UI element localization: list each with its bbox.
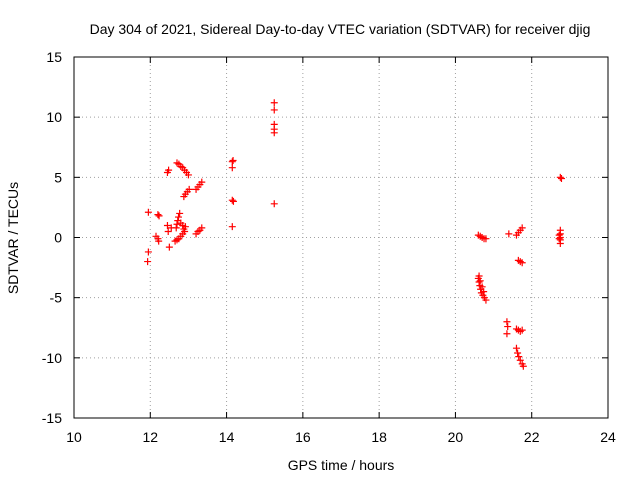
data-point xyxy=(198,178,206,186)
data-point xyxy=(482,235,490,243)
data-point xyxy=(228,223,236,231)
data-point xyxy=(556,240,564,248)
data-point xyxy=(504,323,512,331)
data-point xyxy=(164,227,172,235)
data-point xyxy=(516,356,524,364)
data-point xyxy=(475,278,483,286)
data-point xyxy=(555,231,563,239)
data-point xyxy=(155,212,163,220)
data-point xyxy=(229,156,237,164)
y-tick-label: 0 xyxy=(54,230,62,246)
x-tick-labels: 10 12 14 16 18 20 22 24 xyxy=(66,429,616,445)
data-point xyxy=(165,243,173,251)
data-point xyxy=(482,296,490,304)
axis-ticks xyxy=(73,56,609,419)
data-point xyxy=(228,196,236,204)
y-tick-label: -5 xyxy=(50,290,63,306)
data-point xyxy=(165,166,173,174)
y-tick-label: 5 xyxy=(54,169,62,185)
data-point xyxy=(515,353,523,361)
y-tick-label: 10 xyxy=(46,109,62,125)
x-tick-label: 24 xyxy=(600,429,616,445)
grid-lines xyxy=(74,57,608,418)
data-point xyxy=(198,224,206,232)
x-tick-label: 22 xyxy=(524,429,540,445)
data-point xyxy=(475,272,483,280)
data-point xyxy=(228,158,236,166)
data-point xyxy=(144,258,152,266)
x-axis-label: GPS time / hours xyxy=(288,457,395,473)
data-point xyxy=(181,223,189,231)
data-point xyxy=(519,362,527,370)
data-point xyxy=(518,326,526,334)
data-point xyxy=(175,213,183,221)
data-point xyxy=(270,106,278,114)
data-point xyxy=(144,248,152,256)
data-points xyxy=(144,99,565,370)
y-axis-label: SDTVAR / TECUs xyxy=(5,182,21,294)
data-point xyxy=(154,211,162,219)
data-point xyxy=(512,344,520,352)
y-tick-labels: -15 -10 -5 0 5 10 15 xyxy=(42,49,62,426)
data-point xyxy=(176,209,184,217)
x-tick-label: 10 xyxy=(66,429,82,445)
data-point xyxy=(163,221,171,229)
data-point xyxy=(185,185,193,193)
data-point xyxy=(557,175,565,183)
chart-title: Day 304 of 2021, Sidereal Day-to-day VTE… xyxy=(90,21,591,37)
data-point xyxy=(270,99,278,107)
data-point xyxy=(228,164,236,172)
y-tick-label: -10 xyxy=(42,350,62,366)
data-point xyxy=(184,171,192,179)
data-point xyxy=(478,283,486,291)
data-point xyxy=(505,230,513,238)
x-tick-label: 20 xyxy=(448,429,464,445)
data-point xyxy=(476,277,484,285)
data-point xyxy=(270,200,278,208)
data-point xyxy=(480,288,488,296)
data-point xyxy=(514,349,522,357)
data-point xyxy=(503,318,511,326)
data-point xyxy=(144,208,152,216)
data-point xyxy=(556,173,564,181)
data-point xyxy=(270,129,278,137)
y-tick-label: 15 xyxy=(46,49,62,65)
x-tick-label: 14 xyxy=(219,429,235,445)
data-point xyxy=(172,224,180,232)
data-point xyxy=(518,259,526,267)
y-tick-label: -15 xyxy=(42,410,62,426)
x-tick-label: 16 xyxy=(295,429,311,445)
data-point xyxy=(173,220,181,228)
data-point xyxy=(518,224,526,232)
x-tick-label: 12 xyxy=(142,429,158,445)
data-point xyxy=(503,330,511,338)
data-point xyxy=(155,237,163,245)
data-point xyxy=(229,197,237,205)
x-tick-label: 18 xyxy=(371,429,387,445)
